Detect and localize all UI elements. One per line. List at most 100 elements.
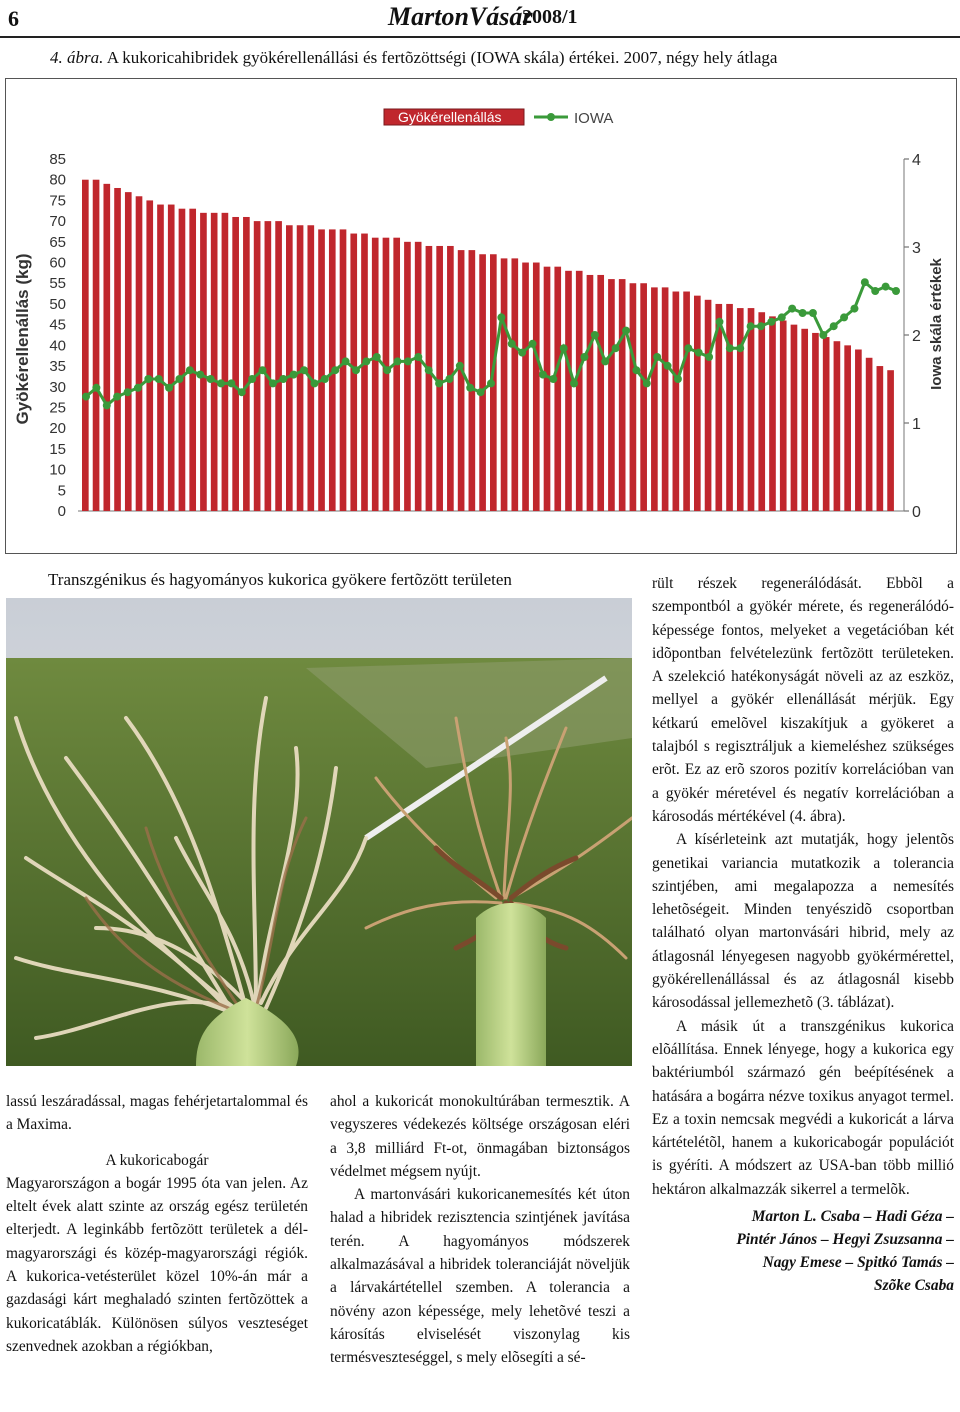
bar-series: [82, 179, 894, 512]
bar: [286, 225, 293, 511]
bar: [876, 366, 884, 511]
iowa-point: [757, 322, 765, 331]
y-tick-label: 80: [49, 172, 66, 189]
iowa-point: [528, 339, 537, 348]
iowa-point: [611, 344, 620, 353]
iowa-point: [466, 383, 475, 392]
bar: [543, 266, 551, 511]
y2-tick-label: 0: [912, 504, 921, 521]
iowa-series: [82, 278, 900, 410]
col3-paragraph-2: A kísérleteink azt mutatják, hogy jelent…: [652, 831, 954, 1012]
authors: Marton L. Csaba – Hadi Géza – Pintér Ján…: [652, 1205, 954, 1297]
bar: [608, 279, 615, 511]
bar: [436, 245, 443, 511]
y-tick-label: 60: [49, 255, 66, 272]
iowa-point: [476, 388, 485, 397]
iowa-point: [808, 309, 817, 317]
iowa-point: [279, 375, 288, 383]
bar: [479, 254, 486, 511]
iowa-point: [705, 353, 714, 361]
iowa-point: [92, 383, 101, 392]
iowa-point: [632, 366, 641, 375]
y-tick-label: 15: [49, 441, 66, 458]
bar: [146, 200, 154, 511]
iowa-point: [393, 357, 402, 366]
bar: [683, 291, 690, 511]
bar: [629, 283, 637, 511]
iowa-point: [424, 366, 433, 375]
iowa-point: [590, 331, 599, 339]
bar: [404, 241, 411, 511]
bar: [747, 308, 755, 511]
iowa-point: [352, 366, 360, 375]
iowa-point: [622, 326, 630, 335]
y-tick-label: 65: [49, 234, 66, 251]
iowa-point: [694, 348, 703, 357]
bar: [339, 229, 347, 511]
bar: [103, 183, 111, 512]
y-tick-label: 10: [49, 462, 66, 479]
iowa-point: [102, 401, 111, 410]
bar: [758, 312, 766, 511]
bar: [393, 237, 401, 511]
left-axis: 0 5 10 15 20 25 30 35 40 45 50 55 60 65 70 75 80 85: [49, 151, 904, 520]
iowa-point: [860, 278, 869, 287]
col2-paragraph-1: ahol a kukoricát monokultúrában termeszt…: [330, 1093, 630, 1180]
bar: [887, 370, 894, 511]
iowa-point: [788, 304, 797, 313]
iowa-point: [518, 348, 527, 357]
y-tick-label: 50: [49, 296, 66, 313]
iowa-point: [601, 357, 610, 366]
bar: [522, 262, 529, 511]
iowa-point: [663, 361, 672, 370]
text-column-2: ahol a kukoricát monokultúrában termeszt…: [330, 1090, 630, 1370]
bar: [114, 187, 121, 512]
bar: [822, 337, 830, 511]
bar: [661, 287, 669, 511]
bar: [318, 229, 325, 511]
figure-label: 4. ábra.: [50, 48, 104, 67]
y-tick-label: 30: [49, 379, 66, 396]
y2-tick-label: 4: [912, 152, 921, 169]
iowa-point: [798, 309, 807, 317]
iowa-point: [487, 379, 495, 388]
iowa-point: [497, 313, 506, 322]
iowa-point: [414, 353, 423, 361]
iowa-point: [196, 370, 205, 379]
bar: [575, 270, 583, 511]
bar: [554, 266, 562, 511]
bar: [855, 349, 862, 511]
bar: [167, 204, 175, 511]
legend: Gyökérellenállás IOWA: [383, 108, 613, 127]
bar: [704, 299, 712, 511]
bar: [307, 225, 315, 511]
bar: [135, 196, 143, 511]
y-tick-label: 5: [58, 482, 66, 499]
iowa-point: [507, 339, 516, 348]
bar: [532, 262, 540, 511]
iowa-point: [300, 366, 309, 375]
y-tick-label: 70: [49, 213, 66, 230]
author-line: Nagy Emese – Spitkó Tamás –: [762, 1254, 954, 1272]
iowa-point: [538, 370, 547, 379]
y-tick-label: 55: [49, 275, 66, 292]
iowa-point: [403, 357, 412, 366]
bar: [92, 179, 100, 511]
photo-title: Transzgénikus és hagyományos kukorica gy…: [48, 570, 512, 589]
bar: [715, 303, 723, 511]
y-tick-label: 40: [49, 337, 66, 354]
iowa-point: [113, 392, 122, 401]
bar: [124, 192, 132, 512]
bar: [221, 212, 229, 511]
bar: [210, 212, 218, 511]
iowa-point: [435, 379, 444, 388]
bar: [275, 221, 282, 511]
bar: [618, 279, 626, 511]
col1-paragraph-1: lassú leszáradással, magas fehérjetartal…: [6, 1093, 308, 1134]
bar: [500, 258, 508, 511]
bar: [189, 208, 197, 511]
iowa-point: [217, 379, 225, 388]
iowa-point: [248, 375, 257, 383]
iowa-point: [767, 317, 776, 326]
iowa-point: [289, 370, 298, 379]
